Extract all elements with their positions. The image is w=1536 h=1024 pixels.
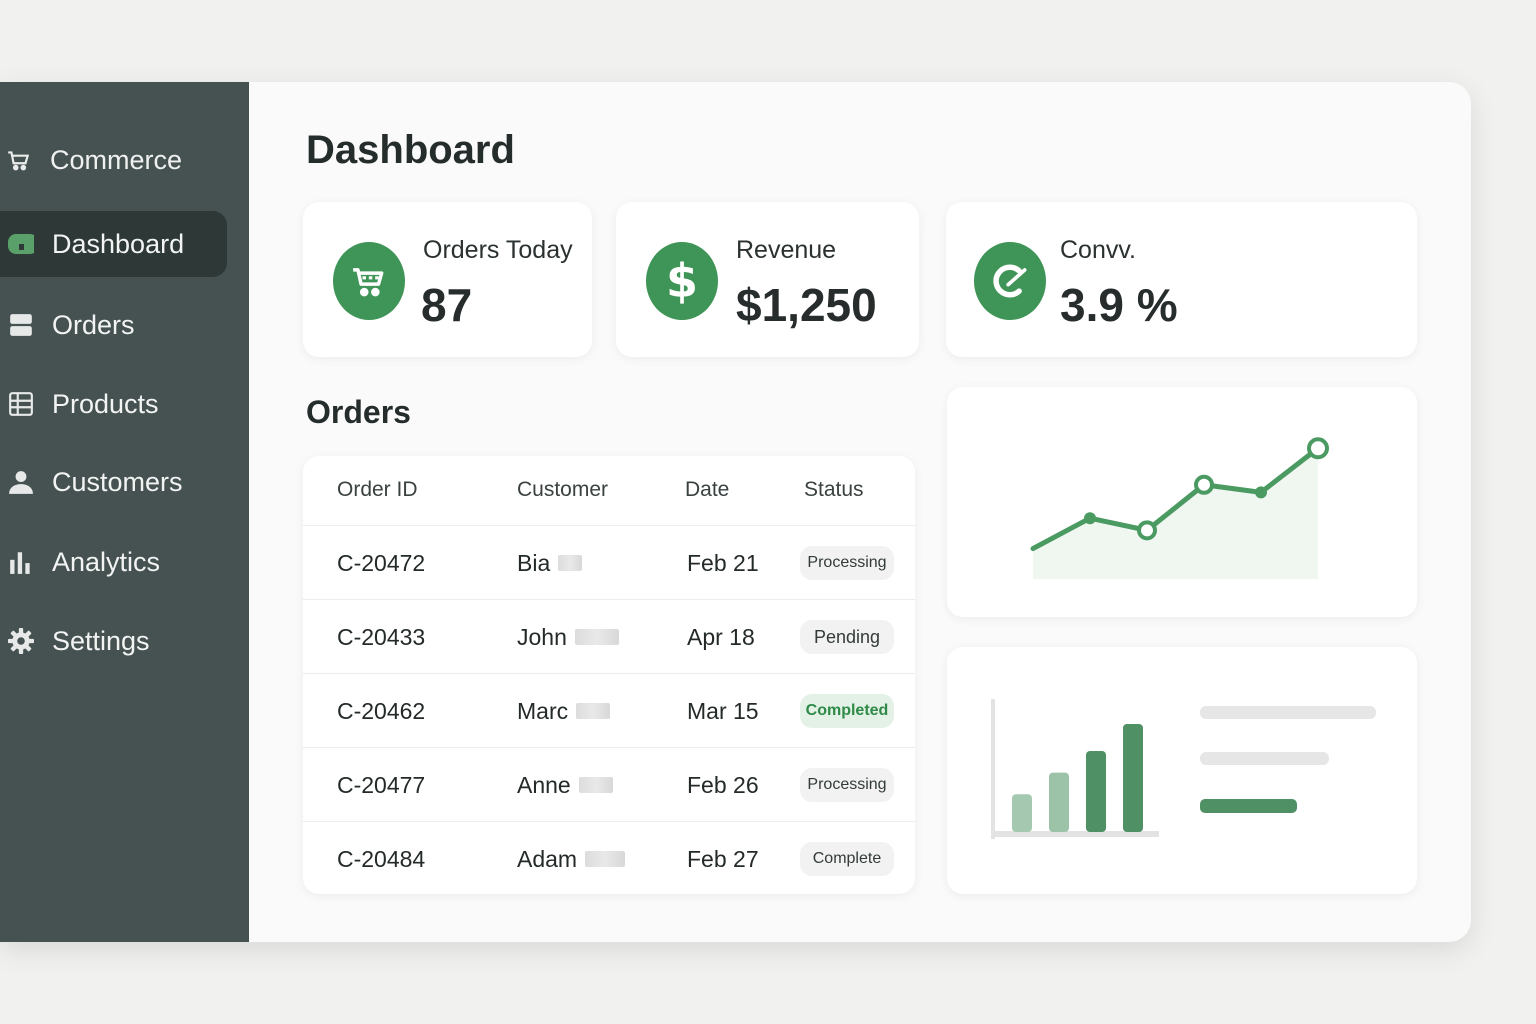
sidebar-item-dashboard[interactable]: Dashboard: [0, 211, 227, 277]
legend-placeholder-line: [1200, 706, 1376, 719]
status-badge: Completed: [800, 694, 894, 728]
dashboard-icon: [8, 231, 34, 257]
stat-label: Revenue: [736, 236, 837, 264]
date-cell: Mar 15: [687, 697, 759, 724]
app-window: Commerce Dashboard Orders Products Custo…: [0, 82, 1471, 942]
redacted-surname: [578, 777, 613, 793]
sidebar-item-label: Products: [52, 388, 159, 419]
sidebar-item-label: Analytics: [52, 546, 161, 577]
customer-cell: John: [517, 600, 619, 674]
order-id-cell: C-20462: [337, 697, 426, 724]
order-id-cell: C-20433: [337, 623, 426, 650]
stat-card-orders-today: Orders Today 87: [303, 202, 592, 357]
status-badge: Complete: [800, 842, 894, 876]
dollar-icon: $: [646, 242, 718, 320]
bar-chart-bar: [1123, 724, 1143, 832]
line-chart-area: [1033, 448, 1318, 579]
date-cell: Feb 21: [687, 549, 759, 576]
bar-chart-y-axis: [991, 699, 995, 839]
date-cell: Feb 27: [687, 845, 759, 872]
sidebar-item-customers[interactable]: Customers: [0, 449, 227, 515]
stat-card-revenue: $ Revenue $1,250: [616, 202, 919, 357]
conversion-icon: [974, 242, 1046, 320]
customer-cell: Adam: [517, 822, 626, 896]
customer-name: Adam: [517, 845, 578, 872]
sidebar-item-label: Dashboard: [52, 228, 185, 259]
table-row[interactable]: C-20433 John Apr 18 Pending: [303, 599, 915, 673]
redacted-surname: [585, 851, 626, 867]
stat-value: 3.9 %: [1060, 279, 1178, 331]
redacted-surname: [558, 555, 583, 571]
products-grid-icon: [8, 391, 34, 417]
customer-name: Marc: [517, 697, 569, 724]
line-chart: [1030, 437, 1329, 579]
page-title: Dashboard: [306, 128, 515, 172]
customer-name: Anne: [517, 771, 571, 798]
status-badge: Processing: [800, 768, 894, 802]
bar-chart: [991, 699, 1376, 839]
table-row[interactable]: C-20484 Adam Feb 27 Complete: [303, 821, 915, 895]
user-icon: [8, 469, 34, 495]
status-badge: Processing: [800, 546, 894, 580]
line-chart-series-line: [1030, 445, 1321, 552]
cart-icon: [333, 242, 405, 320]
sidebar-item-label: Customers: [52, 466, 183, 497]
date-cell: Apr 18: [687, 623, 755, 650]
customer-cell: Marc: [517, 674, 611, 748]
stat-label: Convv.: [1060, 236, 1136, 264]
sidebar: Commerce Dashboard Orders Products Custo…: [0, 82, 249, 942]
table-row[interactable]: C-20477 Anne Feb 26 Processing: [303, 747, 915, 821]
cart-icon: [6, 147, 32, 173]
sidebar-item-products[interactable]: Products: [0, 371, 227, 437]
sidebar-item-settings[interactable]: Settings: [0, 608, 227, 674]
orders-icon: [8, 312, 34, 338]
orders-section-title: Orders: [306, 394, 411, 430]
legend-placeholder-line: [1200, 752, 1329, 765]
bar-chart-icon: [8, 549, 34, 575]
brand-label: Commerce: [50, 144, 183, 175]
column-header-date[interactable]: Date: [685, 478, 730, 501]
bar-chart-bar: [1012, 794, 1032, 832]
bar-chart-bar: [1086, 751, 1106, 832]
sidebar-item-analytics[interactable]: Analytics: [0, 529, 227, 595]
line-chart-point: [1255, 486, 1267, 499]
gear-icon: [8, 628, 34, 654]
order-id-cell: C-20472: [337, 549, 426, 576]
line-chart-card: [947, 387, 1417, 617]
order-id-cell: C-20477: [337, 771, 426, 798]
table-row[interactable]: C-20462 Marc Mar 15 Completed: [303, 673, 915, 747]
line-chart-point: [1084, 512, 1096, 525]
customer-cell: Anne: [517, 748, 613, 822]
table-row[interactable]: C-20472 Bia Feb 21 Processing: [303, 525, 915, 599]
column-header-order-id[interactable]: Order ID: [337, 478, 418, 501]
redacted-surname: [574, 629, 619, 645]
order-id-cell: C-20484: [337, 845, 426, 872]
brand[interactable]: Commerce: [6, 140, 182, 180]
stat-value: 87: [421, 279, 473, 331]
column-header-status[interactable]: Status: [804, 478, 864, 501]
line-chart-point: [1194, 474, 1214, 495]
customer-name: John: [517, 623, 567, 650]
stat-card-conversion: Convv. 3.9 %: [946, 202, 1417, 357]
bar-chart-card: [947, 647, 1417, 894]
sidebar-item-label: Settings: [52, 625, 150, 656]
line-chart-point: [1137, 520, 1157, 541]
bar-chart-bar: [1049, 772, 1069, 832]
redacted-surname: [576, 703, 611, 719]
orders-table: Order ID Customer Date Status C-20472 Bi…: [303, 456, 915, 894]
column-header-customer[interactable]: Customer: [517, 478, 609, 501]
sidebar-item-label: Orders: [52, 309, 135, 340]
customer-name: Bia: [517, 549, 551, 576]
customer-cell: Bia: [517, 526, 583, 600]
stat-value: $1,250: [736, 279, 877, 331]
sidebar-item-orders[interactable]: Orders: [0, 292, 227, 358]
bar-chart-x-axis: [991, 831, 1159, 837]
line-chart-point: [1307, 437, 1329, 460]
status-badge: Pending: [800, 620, 894, 654]
stat-label: Orders Today: [423, 236, 573, 264]
date-cell: Feb 26: [687, 771, 759, 798]
legend-placeholder-line: [1200, 799, 1297, 813]
